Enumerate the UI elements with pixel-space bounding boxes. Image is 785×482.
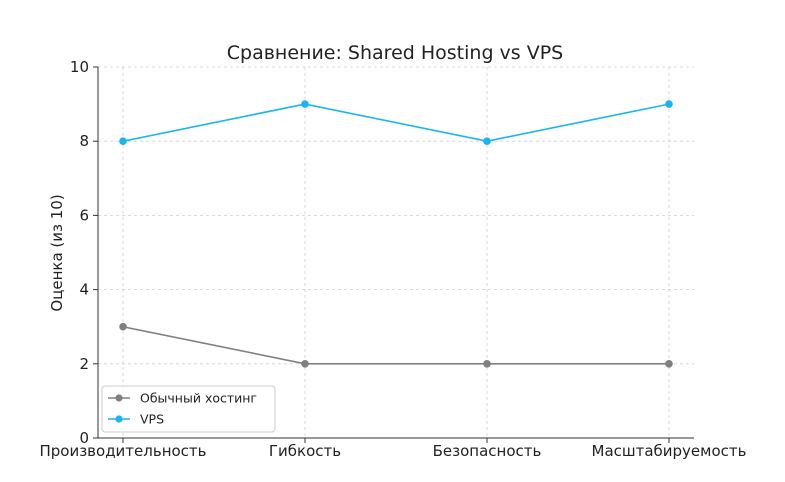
axes: [93, 66, 694, 443]
legend: Обычный хостинг VPS: [101, 385, 276, 433]
data-point-shared-hosting: [301, 360, 309, 368]
x-tick-label: Гибкость: [269, 442, 341, 460]
y-tick-label: 6: [79, 206, 89, 224]
legend-label: Обычный хостинг: [140, 391, 257, 406]
y-tick-label: 2: [79, 355, 89, 373]
x-tick-label: Производительность: [39, 442, 206, 460]
x-tick-label: Безопасность: [433, 442, 542, 460]
data-point-vps: [483, 137, 491, 145]
series-line-vps: [122, 103, 670, 143]
tick-labels: 0 2 4 6 8 10 Производительность Гибкость Безопас…: [39, 58, 746, 460]
data-point-vps: [665, 100, 673, 108]
data-point-shared-hosting: [665, 360, 673, 368]
legend-swatch-marker: [115, 394, 123, 402]
data-point-vps: [119, 137, 127, 145]
series-lines: [119, 100, 673, 368]
y-tick-label: 10: [70, 58, 89, 76]
data-point-shared-hosting: [483, 360, 491, 368]
legend-label: VPS: [140, 412, 164, 427]
y-axis-label: Оценка (из 10): [48, 194, 66, 311]
legend-box: [101, 385, 276, 433]
legend-swatch-marker: [115, 415, 123, 423]
chart-title: Сравнение: Shared Hosting vs VPS: [227, 42, 564, 64]
data-point-shared-hosting: [119, 322, 127, 331]
y-tick-label: 4: [79, 281, 89, 299]
data-point-vps: [301, 100, 309, 108]
series-line-shared-hosting: [122, 325, 669, 365]
y-tick-label: 0: [79, 429, 89, 447]
y-tick-label: 8: [79, 132, 89, 150]
x-tick-label: Масштабируемость: [592, 442, 747, 460]
grid: [98, 66, 694, 439]
